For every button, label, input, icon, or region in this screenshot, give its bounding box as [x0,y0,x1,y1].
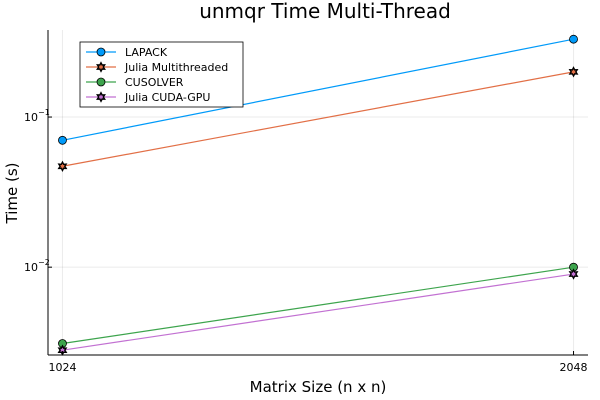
series-2 [58,262,578,348]
x-tick-label: 1024 [48,361,76,374]
x-ticks: 1024 2048 [48,351,588,374]
data-point [569,34,578,44]
legend-label: CUSOLVER [125,76,184,89]
series-line [62,71,574,167]
legend-entry: Julia Multithreaded [86,61,228,74]
series-line [62,273,574,351]
x-tick-label: 2048 [560,361,588,374]
y-tick-label: 10−1 [24,108,50,124]
series-layer [57,34,579,356]
legend-entry: LAPACK [86,46,168,59]
legend-box [79,41,244,108]
chart-title: unmqr Time Multi-Thread [199,0,451,23]
legend-entry: CUSOLVER [86,76,184,89]
series-line [62,38,574,141]
series-line [62,266,574,345]
data-point [57,160,68,172]
y-tick-label: 10−2 [24,258,50,274]
y-ticks: 10−2 10−1 [24,108,52,274]
data-point [568,268,579,280]
x-axis-label: Matrix Size (n x n) [250,378,387,396]
series-0 [58,34,578,145]
y-axis-label: Time (s) [3,163,21,225]
legend-marker [96,91,106,103]
series-3 [57,268,579,356]
series-1 [57,66,579,172]
grid [48,30,588,355]
legend-label: Julia CUDA-GPU [124,91,210,104]
legend-marker [96,47,106,57]
data-point [568,66,579,78]
legend-marker [96,61,106,73]
legend-entry: Julia CUDA-GPU [86,91,210,104]
data-point [58,135,67,145]
legend-marker [96,77,106,87]
legend: LAPACK Julia Multithreaded CUSOLVER Julia C… [79,41,244,108]
legend-label: Julia Multithreaded [124,61,228,74]
legend-label: LAPACK [125,46,168,59]
